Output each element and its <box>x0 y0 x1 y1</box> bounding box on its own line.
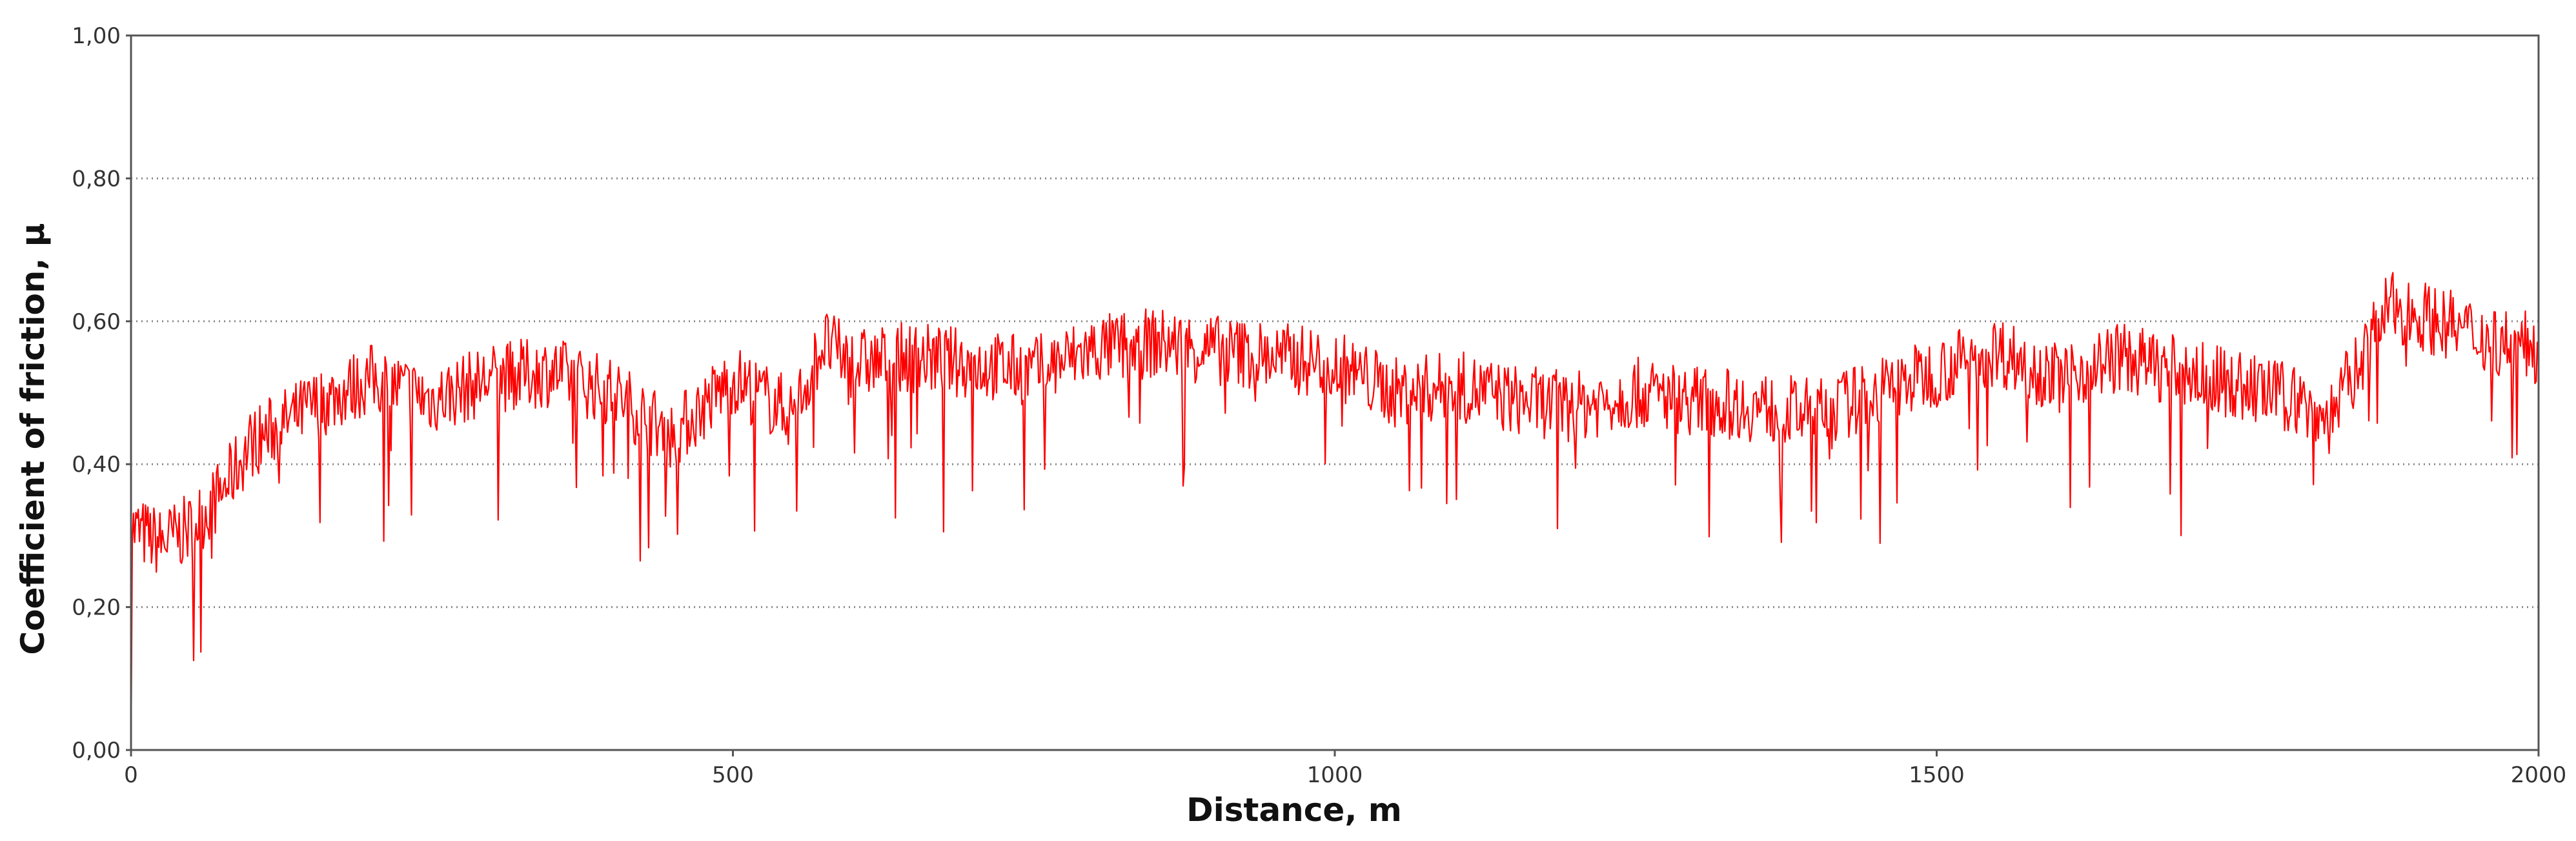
x-axis-ticks: 0 500 1000 1500 2000 <box>124 750 2566 788</box>
y-tick-label: 0,80 <box>72 166 121 192</box>
x-tick-label: 1500 <box>1909 762 1965 788</box>
grid-lines <box>131 177 2539 609</box>
y-tick-label: 0,00 <box>72 738 121 764</box>
x-tick-label: 1000 <box>1307 762 1363 788</box>
y-tick-label: 0,20 <box>72 595 121 621</box>
x-tick-label: 500 <box>712 762 754 788</box>
x-tick-label: 0 <box>124 762 138 788</box>
y-tick-label: 0,60 <box>72 309 121 335</box>
plot-area-frame <box>130 34 2540 751</box>
y-tick-label: 1,00 <box>72 23 121 49</box>
x-axis-title: Distance, m <box>1186 791 1402 829</box>
y-axis-ticks: 0,00 0,20 0,40 0,60 0,80 1,00 <box>72 23 131 764</box>
y-axis-title: Coefficient of friction, μ <box>14 223 52 654</box>
friction-series-line <box>130 272 2540 751</box>
x-tick-label: 2000 <box>2511 762 2567 788</box>
series-line-group <box>130 272 2540 751</box>
y-tick-label: 0,40 <box>72 452 121 478</box>
